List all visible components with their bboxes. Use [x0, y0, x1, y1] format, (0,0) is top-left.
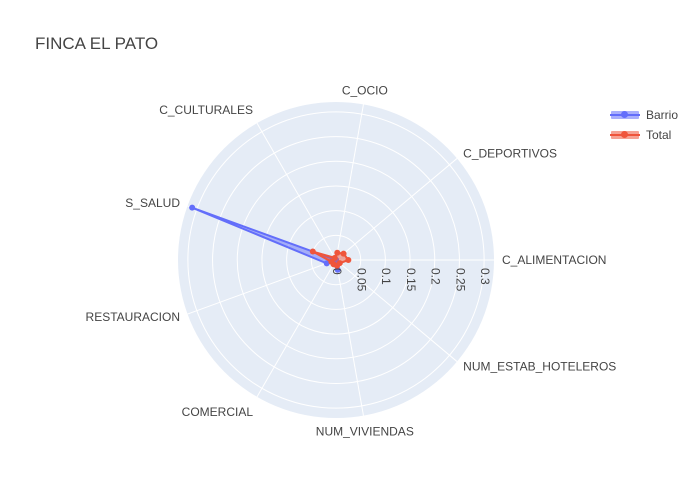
data-point-barrio-restauracion [323, 260, 330, 267]
angular-tick-label-num-estab-hoteleros: NUM_ESTAB_HOTELEROS [463, 360, 616, 374]
radial-tick-label: 0.25 [453, 268, 467, 292]
radial-tick-label: 0.05 [355, 268, 369, 292]
angular-gridline [335, 259, 458, 362]
angular-gridline [335, 104, 364, 261]
radial-tick-label: 0.2 [429, 268, 443, 285]
angular-tick-label-s-salud: S_SALUD [125, 196, 180, 210]
legend-swatch-barrio [610, 109, 640, 121]
radial-tick-label: 0 [330, 268, 344, 275]
radial-tick-label: 0.1 [379, 268, 393, 285]
data-point-total-c-alimentacion [345, 257, 352, 263]
legend: Barrio Total [610, 105, 678, 145]
legend-swatch-total [610, 129, 640, 141]
angular-tick-label-restauracion: RESTAURACION [86, 310, 180, 324]
legend-label-barrio: Barrio [646, 108, 679, 122]
data-point-total-num-estab-hoteleros [336, 260, 343, 267]
data-point-total-c-culturales [331, 254, 338, 261]
legend-label-total: Total [646, 128, 672, 142]
angular-tick-label-c-alimentacion: C_ALIMENTACION [502, 253, 606, 267]
angular-gridline [256, 122, 337, 261]
angular-tick-label-c-ocio: C_OCIO [342, 84, 388, 98]
angular-tick-label-c-culturales: C_CULTURALES [159, 103, 253, 117]
data-point-total-c-ocio [334, 249, 341, 256]
angular-gridline [256, 259, 337, 398]
radial-tick-label: 0.3 [478, 268, 492, 285]
angular-tick-label-num-viviendas: NUM_VIVIENDAS [316, 424, 414, 438]
angular-tick-label-comercial: COMERCIAL [182, 405, 254, 419]
legend-item-barrio[interactable]: Barrio [610, 105, 678, 125]
angular-tick-label-c-deportivos: C_DEPORTIVOS [463, 146, 557, 160]
radial-tick-label: 0.15 [404, 268, 418, 292]
chart-title: FINCA EL PATO [35, 34, 159, 53]
angular-gridline [187, 259, 337, 315]
data-point-total-c-deportivos [340, 250, 347, 257]
angular-gridline [335, 259, 364, 416]
data-point-barrio-s-salud [189, 204, 196, 211]
angular-gridline [335, 158, 458, 261]
legend-item-total[interactable]: Total [610, 125, 678, 145]
data-point-total-s-salud [309, 248, 316, 255]
